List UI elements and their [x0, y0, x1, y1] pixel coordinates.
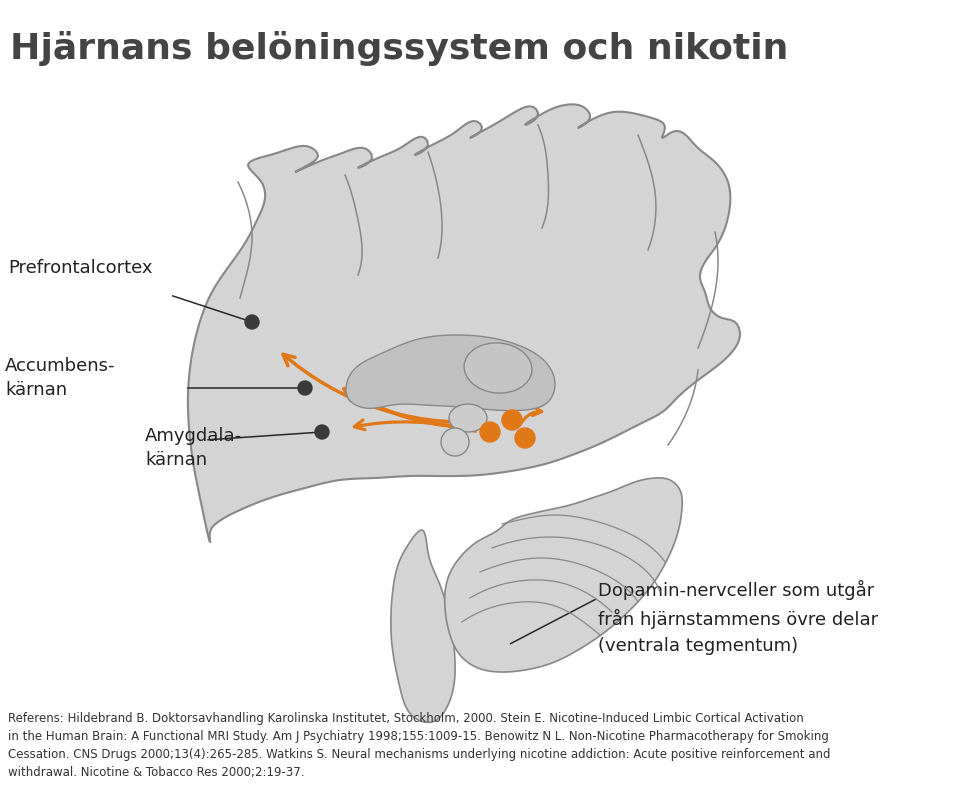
Text: Referens: Hildebrand B. Doktorsavhandling Karolinska Institutet, Stockholm, 2000: Referens: Hildebrand B. Doktorsavhandlin…	[8, 712, 830, 779]
Circle shape	[502, 410, 522, 430]
Text: Dopamin-nervceller som utgår
från hjärnstammens övre delar
(ventrala tegmentum): Dopamin-nervceller som utgår från hjärns…	[598, 580, 878, 654]
Polygon shape	[188, 105, 740, 542]
Circle shape	[245, 315, 259, 329]
Circle shape	[298, 381, 312, 395]
Text: Prefrontalcortex: Prefrontalcortex	[8, 259, 152, 277]
Circle shape	[441, 428, 469, 456]
Text: Hjärnans belöningssystem och nikotin: Hjärnans belöningssystem och nikotin	[10, 30, 788, 66]
Polygon shape	[346, 335, 555, 411]
Ellipse shape	[464, 343, 532, 393]
Ellipse shape	[449, 404, 487, 432]
Circle shape	[515, 428, 535, 448]
Polygon shape	[391, 530, 456, 722]
Circle shape	[315, 425, 329, 439]
Polygon shape	[445, 478, 682, 672]
Text: Accumbens-
kärnan: Accumbens- kärnan	[5, 357, 115, 399]
Circle shape	[480, 422, 500, 442]
Text: Amygdala-
kärnan: Amygdala- kärnan	[145, 427, 242, 469]
